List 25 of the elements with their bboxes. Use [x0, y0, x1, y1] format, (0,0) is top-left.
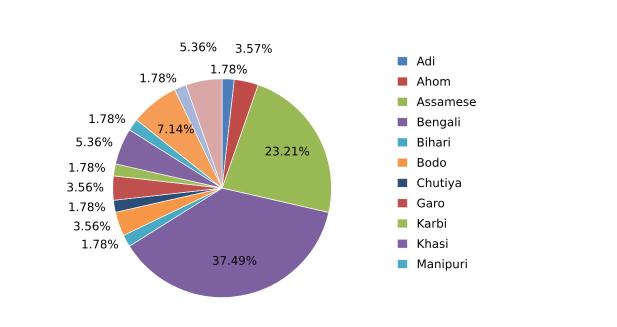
legend-label: Khasi: [418, 238, 448, 248]
legend-label: Assamese: [416, 97, 476, 106]
data-label: 1.78%: [69, 162, 105, 172]
data-label: 3.57%: [236, 44, 272, 53]
legend-label: Ahom: [416, 76, 450, 86]
legend-label: Bodo: [418, 158, 446, 167]
data-label: 1.78%: [140, 73, 176, 82]
data-label: 5.36%: [180, 42, 216, 52]
data-label: 3.56%: [67, 182, 104, 192]
legend-label: Bengali: [418, 117, 460, 129]
data-label: 7.14%: [158, 124, 194, 134]
legend-label: Garo: [417, 198, 444, 208]
data-label: 1.78%: [211, 64, 247, 74]
data-label: 37.49%: [212, 256, 256, 265]
legend-label: Bihari: [418, 138, 450, 147]
data-label: 1.78%: [90, 114, 126, 124]
data-label: 1.78%: [82, 240, 118, 249]
data-label: 23.21%: [266, 146, 310, 156]
data-label: 5.36%: [76, 137, 112, 146]
legend-label: Adi: [416, 56, 434, 66]
data-label: 3.56%: [74, 222, 110, 230]
legend-label: Karbi: [418, 218, 446, 228]
legend-label: Chutiya: [417, 178, 461, 190]
data-label: 1.78%: [69, 202, 105, 212]
legend-label: Manipuri: [418, 259, 467, 271]
